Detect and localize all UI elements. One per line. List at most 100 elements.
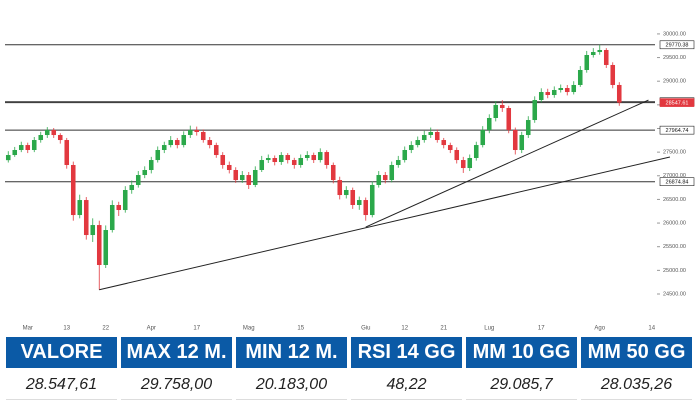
candle-body (343, 190, 349, 196)
candle-body (499, 104, 505, 109)
candle-body (538, 92, 544, 101)
candle-body (506, 108, 512, 131)
candle-body (304, 155, 310, 158)
y-tick-label: 24500.00 (663, 291, 686, 297)
trendline (99, 156, 671, 291)
candle-body (135, 175, 141, 185)
table-header: RSI 14 GG (351, 337, 462, 368)
candle-body (226, 164, 232, 171)
candle-body (376, 175, 382, 185)
x-tick-label: Lug (484, 326, 494, 332)
candle-body (454, 150, 460, 161)
candle-body (330, 164, 336, 181)
candle-body (174, 140, 180, 146)
candle-body (337, 180, 343, 196)
x-tick-label: 15 (297, 326, 304, 332)
candle-body (168, 140, 174, 146)
x-tick-label: Ago (594, 326, 605, 332)
candle-body (44, 130, 50, 136)
candle-body (564, 88, 570, 93)
candle-body (285, 155, 291, 161)
table-header: MM 50 GG (581, 337, 692, 368)
candle-body (408, 145, 414, 151)
candle-body (194, 130, 200, 132)
candle-body (181, 135, 187, 146)
candle-body (441, 140, 447, 146)
candle-body (610, 64, 616, 85)
candle-body (415, 140, 421, 146)
level-label-box (659, 177, 695, 186)
y-tick-label: 26500.00 (663, 197, 686, 203)
candle-body (460, 160, 466, 169)
candle-body (512, 130, 518, 151)
candle-body (239, 175, 245, 181)
candle-body (356, 200, 362, 205)
x-tick-label: Apr (147, 326, 156, 332)
candle-body (324, 152, 330, 165)
candle-body (18, 145, 24, 151)
candle-body (558, 88, 564, 90)
table-value: 28.547,61 (6, 371, 117, 400)
candle-body (77, 200, 83, 216)
candle-body (103, 230, 109, 266)
y-tick-label: 29500.00 (663, 55, 686, 61)
candle-body (473, 145, 479, 158)
candle-body (278, 155, 284, 163)
candle-body (545, 92, 551, 96)
candle-body (291, 160, 297, 165)
candle-body (233, 170, 239, 181)
level-label-box (659, 40, 695, 50)
candle-body (525, 120, 531, 136)
candle-body (83, 200, 89, 236)
candle-body (428, 131, 434, 136)
x-tick-label: 21 (440, 326, 447, 332)
candle-body (493, 104, 499, 118)
candle-body (551, 89, 557, 96)
y-tick-label: 25000.00 (663, 268, 686, 274)
candle-body (155, 150, 161, 161)
level-label-box (659, 98, 695, 107)
table-header: MM 10 GG (466, 337, 577, 368)
x-tick-label: Giu (361, 326, 370, 332)
candle-body (116, 204, 122, 211)
candle-body (603, 49, 609, 65)
candle-body (590, 52, 596, 56)
candle-body (369, 184, 375, 216)
table-header: MIN 12 M. (236, 337, 347, 368)
candle-body (252, 170, 258, 185)
candle-body (96, 225, 102, 266)
candle-body (161, 145, 167, 151)
y-tick-label: 25500.00 (663, 244, 686, 250)
table-value: 29.085,7 (466, 371, 577, 400)
candle-body (480, 130, 486, 146)
candle-body (272, 157, 278, 163)
candle-body (577, 69, 583, 85)
candle-body (200, 131, 206, 141)
y-tick-label: 26000.00 (663, 221, 686, 227)
x-tick-label: 17 (193, 326, 200, 332)
candle-body (213, 145, 219, 156)
table-value: 48,22 (351, 371, 462, 400)
candle-body (187, 130, 193, 136)
candle-body (265, 157, 271, 161)
x-tick-label: Mag (243, 326, 255, 332)
level-label-box (659, 125, 695, 135)
level-label: 28547.61 (666, 100, 689, 106)
candle-body (12, 150, 18, 156)
candle-body (51, 130, 57, 136)
candle-body (246, 175, 252, 185)
x-tick-label: 14 (648, 326, 655, 332)
level-label: 26874.84 (666, 179, 689, 185)
candle-body (142, 170, 148, 176)
candle-body (57, 135, 63, 141)
candle-body (571, 84, 577, 93)
candle-body (38, 135, 44, 141)
stats-table: VALORE MAX 12 M. MIN 12 M. RSI 14 GG MM 10 G… (6, 337, 692, 400)
table-value: 28.035,26 (581, 371, 692, 400)
x-tick-label: 22 (102, 326, 109, 332)
candle-body (25, 145, 31, 151)
x-tick-label: 17 (538, 326, 545, 332)
level-label: 29770.38 (666, 43, 689, 49)
candle-body (220, 155, 226, 165)
